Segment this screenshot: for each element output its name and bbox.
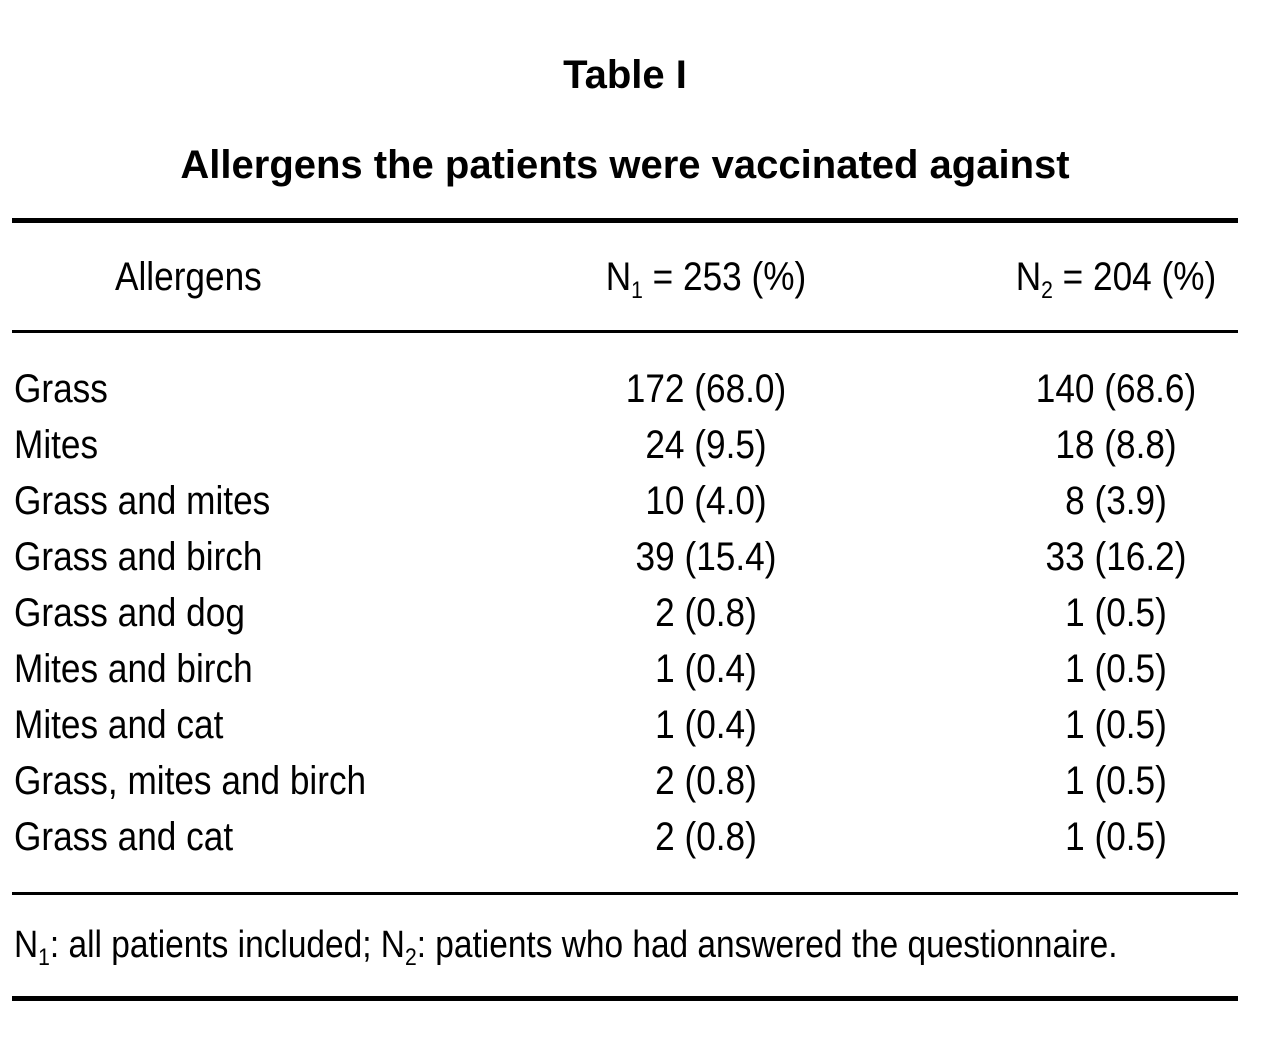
footnote-n2-subscript: 2 <box>404 944 417 971</box>
allergen-cell: Mites and birch <box>14 647 253 691</box>
n1-cell: 2 (0.8) <box>655 759 757 803</box>
header-n2-text: = 204 (%) <box>1052 255 1217 299</box>
footnote-n1-text: : all patients included; <box>49 924 381 966</box>
n2-cell: 1 (0.5) <box>1065 759 1167 803</box>
table-caption: Allergens the patients were vaccinated a… <box>180 143 1070 187</box>
header-n1-letter: N <box>605 255 632 299</box>
n1-cell: 172 (68.0) <box>625 367 787 411</box>
table-footnote: N1: all patients included; N2: patients … <box>14 920 1118 970</box>
n2-cell: 18 (8.8) <box>1055 423 1177 467</box>
bottom-rule <box>12 996 1238 1001</box>
table-label: Table I <box>563 53 687 97</box>
n2-cell: 8 (3.9) <box>1065 479 1167 523</box>
allergen-cell: Grass and dog <box>14 591 245 635</box>
header-n1: N1 = 253 (%) <box>542 252 869 304</box>
header-rule <box>12 330 1238 333</box>
n1-cell: 2 (0.8) <box>655 591 757 635</box>
body-rule <box>12 892 1238 895</box>
header-n1-subscript: 1 <box>631 277 643 304</box>
n2-cell: 1 (0.5) <box>1065 815 1167 859</box>
footnote-n2-letter: N <box>380 924 405 966</box>
header-n2-letter: N <box>1015 255 1042 299</box>
n1-cell: 24 (9.5) <box>645 423 767 467</box>
n1-cell: 10 (4.0) <box>645 479 767 523</box>
allergen-cell: Mites <box>14 423 99 467</box>
header-n2: N2 = 204 (%) <box>952 252 1261 304</box>
header-n1-text: = 253 (%) <box>642 255 807 299</box>
n1-cell: 39 (15.4) <box>635 535 777 579</box>
allergen-cell: Grass and birch <box>14 535 263 579</box>
n2-cell: 33 (16.2) <box>1045 535 1187 579</box>
header-allergens: Allergens <box>115 255 262 299</box>
n2-cell: 1 (0.5) <box>1065 703 1167 747</box>
header-n2-subscript: 2 <box>1041 277 1053 304</box>
n2-cell: 1 (0.5) <box>1065 647 1167 691</box>
top-rule <box>12 218 1238 223</box>
footnote-n1-subscript: 1 <box>38 944 50 971</box>
allergen-cell: Grass and mites <box>14 479 271 523</box>
allergen-cell: Mites and cat <box>14 703 224 747</box>
n1-cell: 1 (0.4) <box>655 647 757 691</box>
n1-cell: 1 (0.4) <box>655 703 757 747</box>
allergen-cell: Grass <box>14 367 108 411</box>
n2-cell: 1 (0.5) <box>1065 591 1167 635</box>
allergen-cell: Grass and cat <box>14 815 234 859</box>
footnote-n1-letter: N <box>14 924 39 966</box>
allergen-cell: Grass, mites and birch <box>14 759 367 803</box>
n1-cell: 2 (0.8) <box>655 815 757 859</box>
n2-cell: 140 (68.6) <box>1035 367 1197 411</box>
footnote-n2-text: : patients who had answered the question… <box>416 924 1118 966</box>
